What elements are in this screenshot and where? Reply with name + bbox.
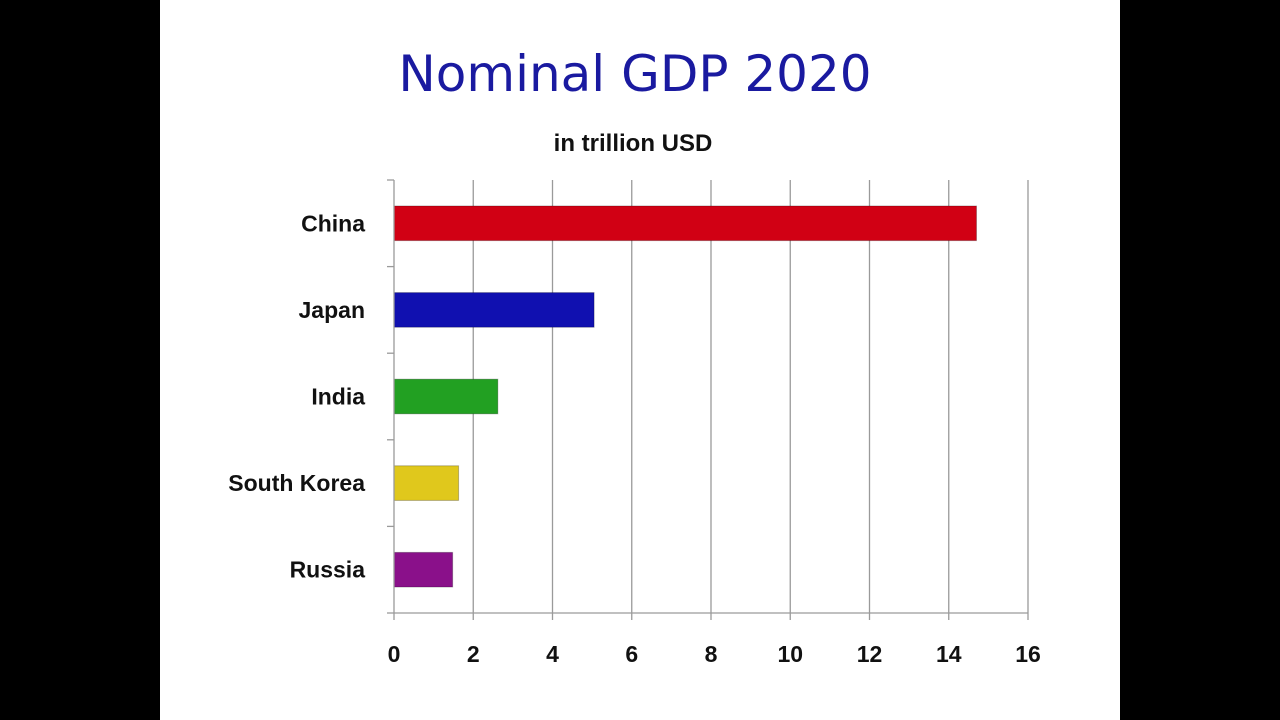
bar-south-korea xyxy=(393,465,460,501)
axes xyxy=(387,179,1029,620)
x-tick-label: 8 xyxy=(705,641,718,667)
bar-chart: 0 2 4 6 8 10 12 14 16 China Japan India South Korea R… xyxy=(228,179,1041,667)
labels: 0 2 4 6 8 10 12 14 16 China Japan India South Korea R… xyxy=(228,210,1041,667)
x-tick-label: 16 xyxy=(1015,641,1041,667)
x-tick-label: 12 xyxy=(857,641,883,667)
bars xyxy=(393,205,977,588)
bar-russia xyxy=(393,551,454,588)
category-label: Russia xyxy=(290,557,366,583)
bar-india xyxy=(393,378,499,415)
x-tick-label: 6 xyxy=(625,641,638,667)
category-label: India xyxy=(311,384,365,410)
x-tick-label: 14 xyxy=(936,641,962,667)
x-tick-label: 4 xyxy=(546,641,559,667)
grid-lines xyxy=(472,180,1029,613)
chart-title: Nominal GDP 2020 xyxy=(398,45,872,103)
category-label: Japan xyxy=(299,297,365,323)
slide: Nominal GDP 2020 in trillion USD 0 2 4 6 8 10… xyxy=(160,0,1120,720)
bar-china xyxy=(393,205,977,242)
category-label: South Korea xyxy=(228,470,365,496)
bar-japan xyxy=(393,292,595,328)
x-tick-label: 0 xyxy=(388,641,401,667)
category-label: China xyxy=(301,210,365,236)
x-tick-label: 2 xyxy=(467,641,480,667)
chart-subtitle: in trillion USD xyxy=(553,130,713,157)
x-tick-label: 10 xyxy=(777,641,803,667)
